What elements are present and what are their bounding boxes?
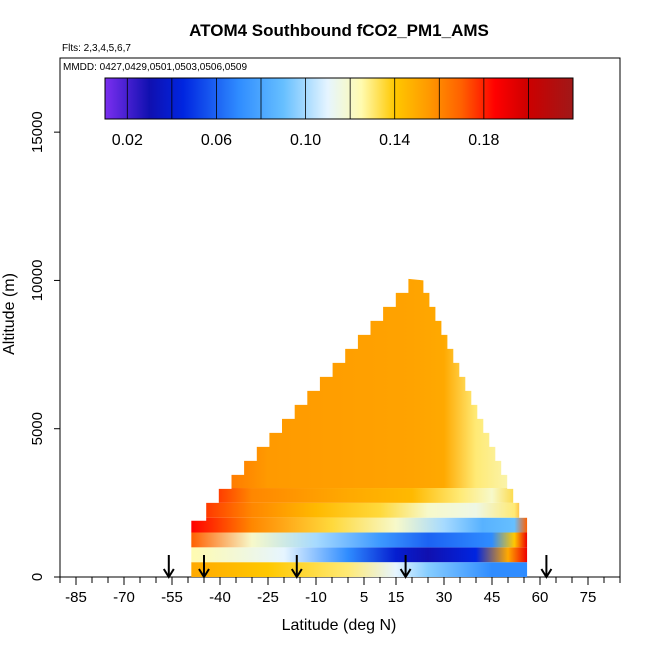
heatmap-layers	[191, 278, 528, 577]
arrow-head	[399, 568, 412, 579]
colorbar-tick-label: 0.10	[290, 132, 321, 149]
x-tick-label: -55	[161, 589, 183, 606]
y-axis-label: Altitude (m)	[1, 273, 18, 355]
heatmap-layer	[191, 502, 528, 518]
chart-title: ATOM4 Southbound fCO2_PM1_AMS	[189, 21, 489, 40]
colorbar-ticks: 0.02 0.06 0.10 0.14 0.18	[112, 78, 574, 149]
x-axis: -85 -70 -55 -40 -25 -10 5 15 30 45 60 75	[59, 577, 621, 606]
x-tick-label: 5	[360, 589, 368, 606]
x-tick-label: 45	[484, 589, 501, 606]
colorbar: 0.02 0.06 0.10 0.14 0.18	[104, 77, 574, 149]
arrow-head	[162, 568, 175, 579]
y-axis: 0 5000 10000 15000	[29, 111, 60, 581]
heatmap-layer	[191, 532, 528, 548]
arrow-head	[290, 568, 303, 579]
x-tick-label: 60	[532, 589, 549, 606]
colorbar-tick-label: 0.02	[112, 132, 143, 149]
x-tick-label: -25	[257, 589, 279, 606]
heatmap-layer	[191, 562, 528, 577]
colorbar-tick-label: 0.18	[468, 132, 499, 149]
flights-subtitle: Flts: 2,3,4,5,6,7	[62, 43, 131, 54]
arrow-head	[540, 568, 553, 579]
dates-subtitle: MMDD: 0427,0429,0501,0503,0506,0509	[63, 62, 247, 73]
y-tick-label: 15000	[29, 111, 46, 153]
flight-arrow	[399, 555, 412, 579]
colorbar-tick-label: 0.06	[201, 132, 232, 149]
heatmap-layer	[191, 278, 528, 489]
x-tick-label: 75	[580, 589, 597, 606]
colorbar-tick-label: 0.14	[379, 132, 410, 149]
x-tick-label: -10	[305, 589, 327, 606]
y-tick-label: 0	[29, 573, 46, 581]
x-tick-label: 15	[388, 589, 405, 606]
x-tick-label: 30	[436, 589, 453, 606]
flight-arrow	[290, 555, 303, 579]
y-tick-label: 5000	[29, 412, 46, 445]
flight-arrow	[162, 555, 175, 579]
colorbar-gradient	[104, 77, 574, 120]
y-tick-label: 10000	[29, 260, 46, 302]
flight-arrows	[162, 555, 553, 579]
x-axis-label: Latitude (deg N)	[282, 617, 397, 634]
heatmap-layer	[191, 488, 528, 503]
heatmap-layer	[191, 547, 528, 563]
flight-arrow	[540, 555, 553, 579]
x-tick-label: -70	[113, 589, 135, 606]
x-tick-label: -40	[209, 589, 231, 606]
x-tick-label: -85	[65, 589, 87, 606]
heatmap-layer	[191, 517, 528, 533]
